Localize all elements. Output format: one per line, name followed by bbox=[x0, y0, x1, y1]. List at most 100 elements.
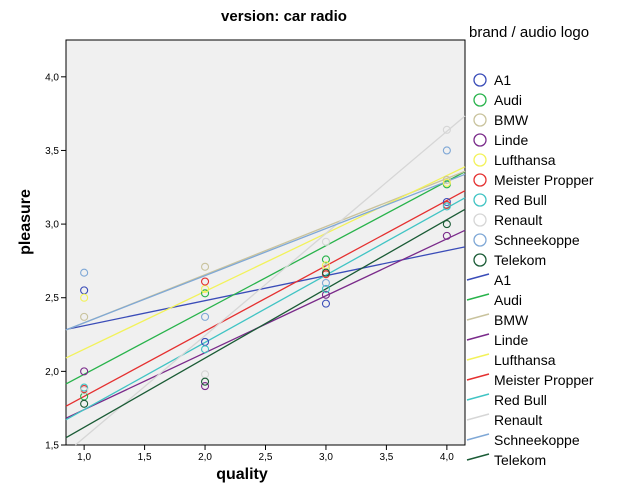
legend-line-audi bbox=[466, 293, 490, 301]
data-point-a1 bbox=[321, 299, 331, 308]
y-tick-label: 3,5 bbox=[45, 146, 59, 157]
legend-label: Red Bull bbox=[494, 192, 547, 208]
data-point-linde bbox=[321, 290, 331, 299]
legend-line-schneekoppe bbox=[466, 433, 490, 441]
data-point-telekom bbox=[80, 399, 89, 408]
legend-label: Linde bbox=[494, 132, 528, 148]
data-points bbox=[80, 125, 451, 408]
legend-label: Meister Propper bbox=[494, 372, 594, 388]
legend-line-red-bull bbox=[466, 393, 490, 401]
legend-line-meister-propper bbox=[466, 373, 490, 381]
legend-label: Lufthansa bbox=[494, 152, 556, 168]
legend-label: Telekom bbox=[494, 452, 546, 468]
legend-label: Schneekoppe bbox=[494, 232, 580, 248]
data-point-schneekoppe bbox=[442, 146, 451, 155]
legend-label: Audi bbox=[494, 292, 522, 308]
y-tick-label: 2,0 bbox=[45, 367, 59, 378]
data-point-a1 bbox=[442, 197, 451, 207]
data-point-telekom bbox=[200, 377, 210, 386]
data-point-meister-propper bbox=[200, 277, 210, 286]
legend-label: Schneekoppe bbox=[494, 432, 580, 448]
legend-label: Telekom bbox=[494, 252, 546, 268]
legend-line-lufthansa bbox=[466, 353, 490, 361]
legend-marker-red-bull bbox=[473, 193, 487, 207]
data-point-bmw bbox=[321, 264, 331, 273]
x-tick-label: 2,5 bbox=[259, 452, 273, 463]
legend-label: A1 bbox=[494, 72, 511, 88]
y-axis-ticks: 1,5 2,0 2,5 3,0 3,5 4,0 bbox=[45, 72, 66, 452]
data-point-schneekoppe bbox=[321, 278, 331, 288]
data-point-bmw bbox=[200, 262, 210, 271]
y-tick-label: 3,0 bbox=[45, 220, 59, 231]
data-point-telekom bbox=[321, 268, 331, 277]
legend-label: BMW bbox=[494, 312, 529, 328]
data-point-schneekoppe bbox=[80, 268, 89, 277]
x-tick-label: 1,5 bbox=[138, 452, 152, 463]
y-axis-title: pleasure bbox=[17, 189, 34, 255]
legend-line-linde bbox=[466, 333, 490, 341]
fit-line-a1 bbox=[65, 246, 466, 331]
data-point-red-bull bbox=[80, 383, 89, 392]
data-point-bmw bbox=[442, 175, 451, 184]
data-point-schneekoppe bbox=[200, 312, 210, 321]
x-tick-label: 3,5 bbox=[379, 452, 393, 463]
data-point-telekom bbox=[442, 220, 451, 229]
legend-line-a1 bbox=[466, 273, 490, 281]
legend-marker-a1 bbox=[473, 73, 487, 87]
legend-line-renault bbox=[466, 413, 490, 421]
data-point-renault bbox=[80, 386, 89, 395]
data-point-renault bbox=[442, 125, 451, 134]
data-point-linde bbox=[200, 382, 210, 391]
legend-label: Linde bbox=[494, 332, 528, 348]
plot-area bbox=[65, 39, 466, 446]
data-point-lufthansa bbox=[442, 178, 451, 187]
y-tick-label: 2,5 bbox=[45, 293, 59, 304]
x-tick-label: 3,0 bbox=[319, 452, 333, 463]
data-point-linde bbox=[442, 231, 451, 240]
fit-line-meister-propper bbox=[65, 190, 466, 407]
data-point-red-bull bbox=[321, 284, 331, 293]
fit-line-schneekoppe bbox=[65, 173, 466, 331]
legend-marker-meister-propper bbox=[473, 173, 487, 187]
legend: A1 Audi BMW Linde Lufthansa Meister Propper Re… bbox=[466, 72, 594, 468]
y-tick-label: 1,5 bbox=[45, 441, 59, 452]
data-point-audi bbox=[321, 255, 331, 264]
legend-line-telekom bbox=[466, 453, 490, 461]
legend-label: Meister Propper bbox=[494, 172, 594, 188]
legend-marker-telekom bbox=[473, 253, 487, 267]
legend-label: A1 bbox=[494, 272, 511, 288]
legend-line-bmw bbox=[466, 313, 490, 321]
legend-label: BMW bbox=[494, 112, 529, 128]
data-point-bmw bbox=[80, 312, 89, 321]
legend-marker-audi bbox=[473, 93, 487, 107]
x-tick-label: 2,0 bbox=[198, 452, 212, 463]
legend-label: Audi bbox=[494, 92, 522, 108]
legend-title: brand / audio logo bbox=[469, 24, 589, 41]
data-point-red-bull bbox=[200, 345, 210, 354]
legend-label: Renault bbox=[494, 212, 542, 228]
legend-label: Renault bbox=[494, 412, 542, 428]
data-point-renault bbox=[321, 237, 331, 246]
data-point-audi bbox=[200, 289, 210, 298]
legend-marker-schneekoppe bbox=[473, 233, 487, 247]
x-tick-label: 1,0 bbox=[77, 452, 91, 463]
fit-lines bbox=[65, 115, 466, 446]
legend-label: Lufthansa bbox=[494, 352, 556, 368]
data-point-linde bbox=[80, 367, 89, 376]
legend-marker-linde bbox=[473, 133, 487, 147]
fit-line-red-bull bbox=[65, 197, 466, 421]
x-tick-label: 4,0 bbox=[440, 452, 454, 463]
fit-line-renault bbox=[74, 115, 466, 446]
legend-marker-renault bbox=[473, 213, 487, 227]
x-axis-ticks: 1,0 1,5 2,0 2,5 3,0 3,5 4,0 bbox=[77, 445, 454, 463]
data-point-lufthansa bbox=[80, 293, 89, 302]
x-axis-title: quality bbox=[216, 466, 268, 483]
fit-line-telekom bbox=[65, 208, 466, 439]
legend-marker-lufthansa bbox=[473, 153, 487, 167]
chart-title: version: car radio bbox=[221, 8, 347, 25]
legend-label: Red Bull bbox=[494, 392, 547, 408]
fit-line-audi bbox=[65, 171, 466, 385]
fit-line-lufthansa bbox=[65, 166, 466, 359]
legend-marker-bmw bbox=[473, 113, 487, 127]
